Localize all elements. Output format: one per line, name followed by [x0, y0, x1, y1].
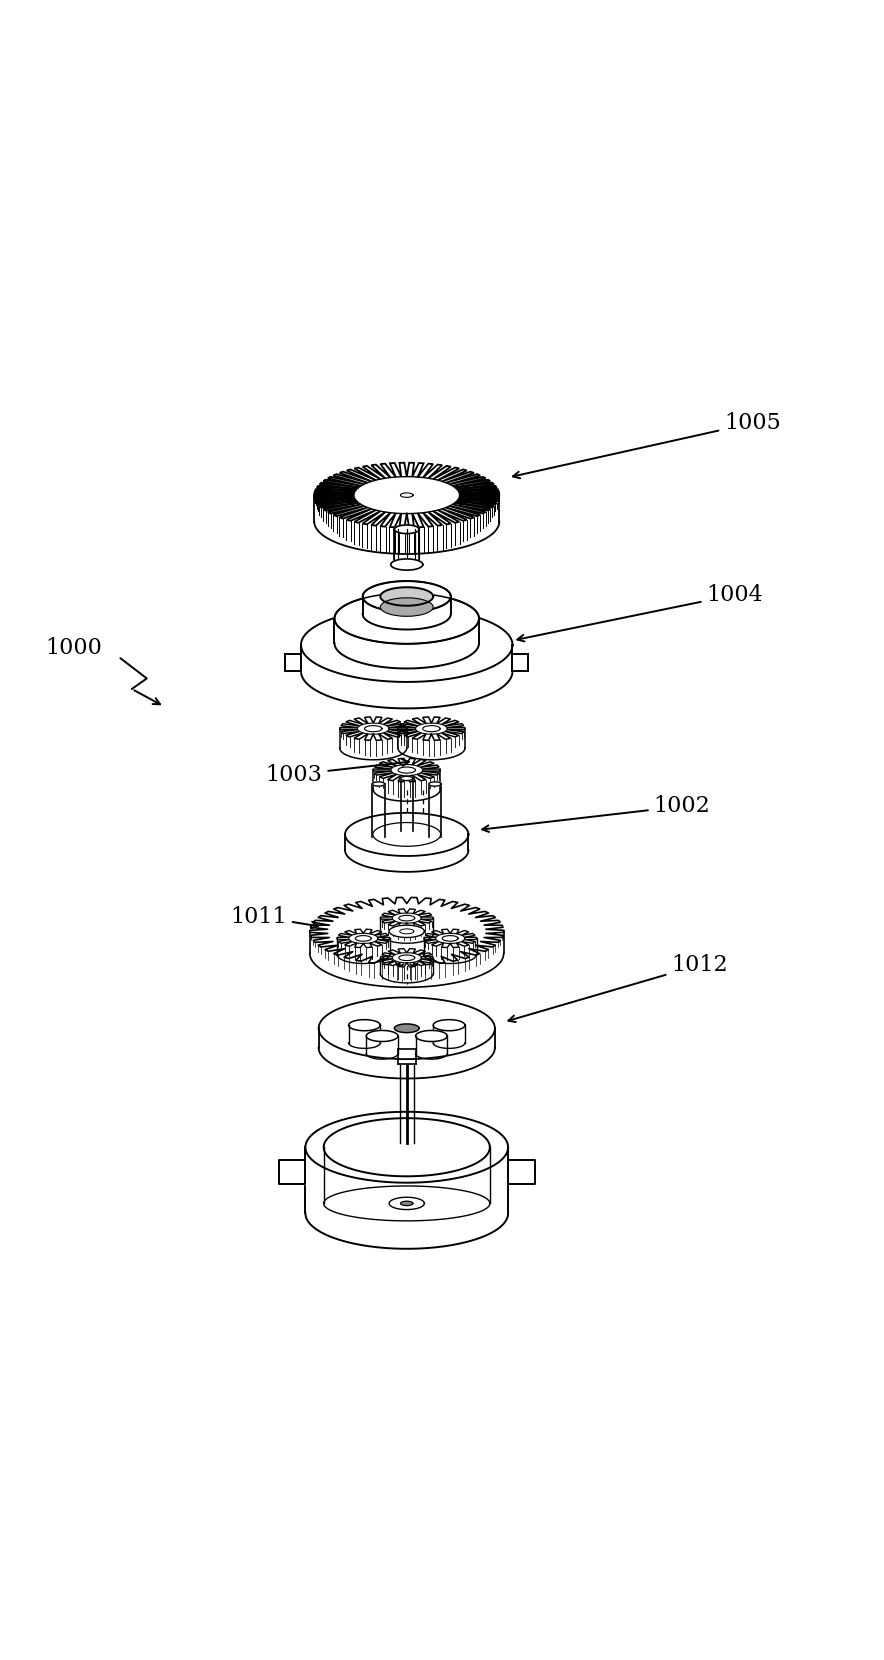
Polygon shape [305, 1112, 508, 1182]
Polygon shape [392, 913, 422, 923]
Polygon shape [348, 1019, 380, 1031]
Polygon shape [318, 998, 495, 1059]
Polygon shape [394, 1024, 419, 1033]
Polygon shape [392, 953, 422, 963]
Polygon shape [334, 593, 479, 644]
Polygon shape [345, 813, 469, 857]
Text: 1004: 1004 [517, 584, 763, 641]
Polygon shape [372, 782, 385, 787]
Polygon shape [415, 1031, 447, 1041]
Polygon shape [391, 765, 423, 775]
Polygon shape [394, 525, 419, 533]
Text: 1011: 1011 [231, 905, 318, 928]
Text: 1000: 1000 [45, 637, 103, 659]
Polygon shape [436, 933, 465, 943]
Text: 1012: 1012 [508, 954, 728, 1023]
Polygon shape [508, 1160, 535, 1184]
Polygon shape [429, 782, 441, 787]
Polygon shape [357, 724, 389, 734]
Polygon shape [279, 1160, 305, 1184]
Ellipse shape [380, 598, 433, 616]
Text: 1005: 1005 [513, 412, 781, 478]
Polygon shape [391, 559, 423, 569]
Polygon shape [366, 1031, 398, 1041]
Polygon shape [415, 724, 447, 734]
Polygon shape [389, 925, 424, 938]
Polygon shape [324, 1119, 490, 1177]
Polygon shape [380, 588, 433, 606]
Text: 1002: 1002 [482, 795, 710, 832]
Polygon shape [362, 581, 451, 613]
Polygon shape [301, 608, 513, 682]
Polygon shape [400, 777, 413, 780]
Polygon shape [513, 654, 529, 671]
Polygon shape [324, 1185, 490, 1220]
Polygon shape [349, 933, 377, 943]
Polygon shape [400, 1202, 413, 1205]
Polygon shape [309, 898, 504, 964]
Polygon shape [389, 1197, 424, 1210]
Polygon shape [354, 476, 460, 513]
Text: 1003: 1003 [266, 759, 409, 785]
Polygon shape [286, 654, 301, 671]
Polygon shape [433, 1019, 465, 1031]
